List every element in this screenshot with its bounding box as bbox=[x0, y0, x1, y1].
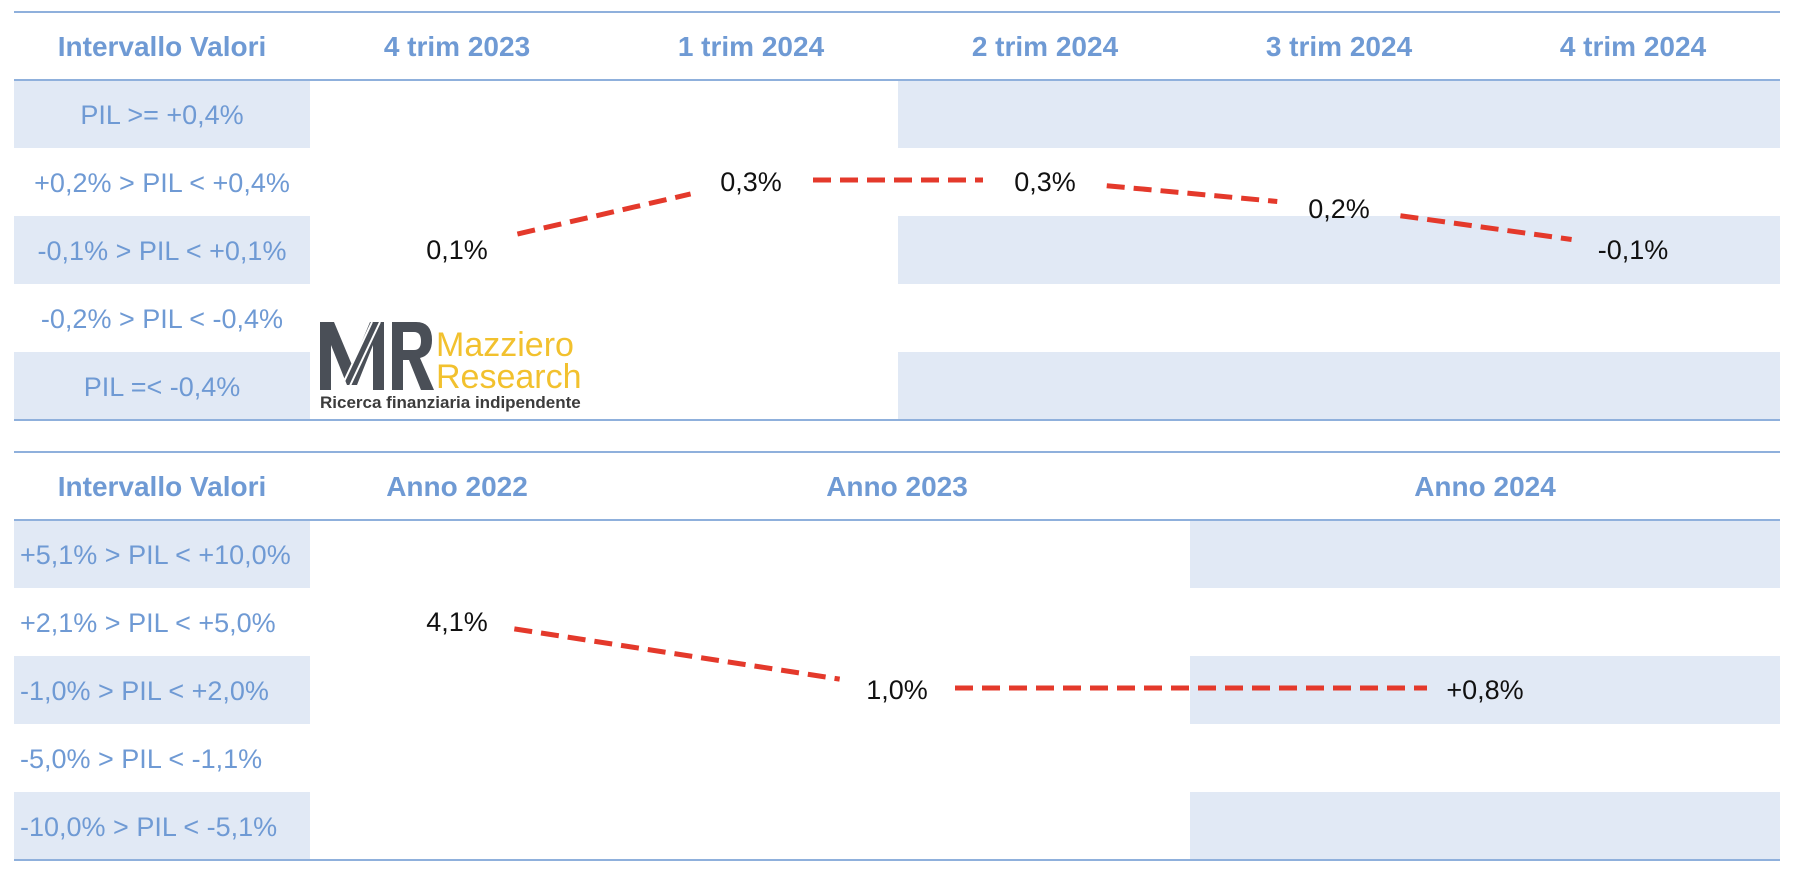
data-point-label: 0,1% bbox=[426, 235, 488, 265]
row-range-label: +0,2% > PIL < +0,4% bbox=[34, 168, 290, 198]
logo-name-line1: Mazziero bbox=[436, 326, 574, 364]
data-point-label: 0,2% bbox=[1308, 194, 1370, 224]
row-band bbox=[1190, 520, 1780, 588]
row-range-label: -0,2% > PIL < -0,4% bbox=[41, 304, 283, 334]
row-range-label: +2,1% > PIL < +5,0% bbox=[20, 608, 276, 638]
data-point-label: 0,3% bbox=[1014, 167, 1076, 197]
data-point-label: 0,3% bbox=[720, 167, 782, 197]
row-range-label: PIL =< -0,4% bbox=[84, 372, 241, 402]
row-range-label: PIL >= +0,4% bbox=[80, 100, 243, 130]
row-band-label bbox=[14, 656, 310, 724]
data-point-label: 4,1% bbox=[426, 607, 488, 637]
row-range-label: -0,1% > PIL < +0,1% bbox=[38, 236, 287, 266]
logo-name-line2: Research bbox=[436, 358, 582, 396]
annual-table: Intervallo Valori Anno 2022 Anno 2023 Anno … bbox=[14, 451, 1780, 861]
row-range-label: -5,0% > PIL < -1,1% bbox=[20, 744, 262, 774]
row-band bbox=[898, 80, 1780, 148]
column-header: 3 trim 2024 bbox=[1266, 31, 1413, 62]
column-header: 2 trim 2024 bbox=[972, 31, 1119, 62]
row-band bbox=[898, 216, 1780, 284]
column-header: 4 trim 2024 bbox=[1560, 31, 1707, 62]
row-band-label bbox=[14, 520, 310, 588]
row-range-label: +5,1% > PIL < +10,0% bbox=[20, 540, 291, 570]
header-interval-label: Intervallo Valori bbox=[58, 31, 267, 62]
mr-logo-icon bbox=[320, 321, 434, 391]
row-band-label bbox=[14, 352, 310, 420]
row-range-label: -1,0% > PIL < +2,0% bbox=[20, 676, 269, 706]
data-point-label: -0,1% bbox=[1598, 235, 1669, 265]
column-header: Anno 2023 bbox=[826, 471, 968, 502]
trend-segment bbox=[1106, 183, 1278, 204]
logo-tagline: Ricerca finanziaria indipendente bbox=[320, 393, 581, 412]
row-band bbox=[898, 352, 1780, 420]
column-header: Anno 2024 bbox=[1414, 471, 1556, 502]
data-point-label: 1,0% bbox=[866, 675, 928, 705]
data-point-label: +0,8% bbox=[1446, 675, 1523, 705]
quarterly-table: Intervallo Valori 4 trim 2023 1 trim 2024 2… bbox=[14, 11, 1780, 421]
column-header: Anno 2022 bbox=[386, 471, 528, 502]
row-range-label: -10,0% > PIL < -5,1% bbox=[20, 812, 277, 842]
header-interval-label: Intervallo Valori bbox=[58, 471, 267, 502]
row-band-label bbox=[14, 80, 310, 148]
mazziero-research-logo: Mazziero Research Ricerca finanziaria in… bbox=[320, 321, 582, 412]
trend-segment bbox=[1400, 213, 1572, 242]
trend-segment bbox=[516, 191, 692, 237]
column-header: 4 trim 2023 bbox=[384, 31, 530, 62]
row-band bbox=[1190, 792, 1780, 860]
row-band-label bbox=[14, 216, 310, 284]
row-band-label bbox=[14, 792, 310, 860]
column-header: 1 trim 2024 bbox=[678, 31, 825, 62]
trend-segment bbox=[513, 626, 841, 682]
